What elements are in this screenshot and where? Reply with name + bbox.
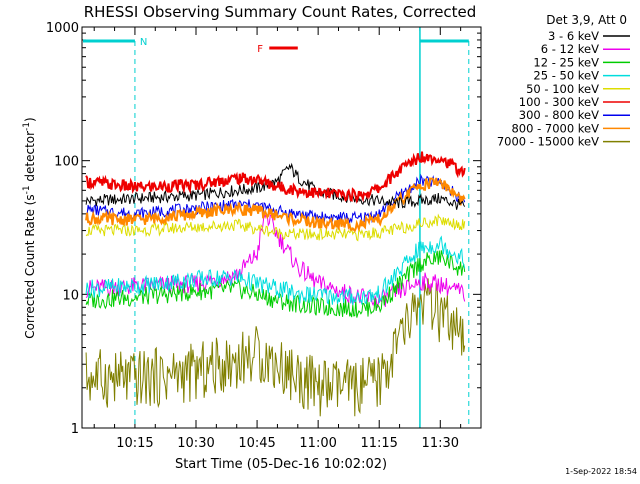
legend-label: 6 - 12 keV xyxy=(541,42,599,56)
legend-label: 100 - 300 keV xyxy=(519,95,599,109)
legend-label: 12 - 25 keV xyxy=(533,55,599,69)
legend-title: Det 3,9, Att 0 xyxy=(546,13,627,27)
y-axis-label-mid: detector xyxy=(23,131,37,186)
plot-frame xyxy=(81,26,482,429)
series-line xyxy=(85,177,466,233)
series-line xyxy=(85,151,466,204)
legend-label: 7000 - 15000 keV xyxy=(497,135,599,149)
night-annotation: N xyxy=(140,37,147,48)
x-tick-label: 10:45 xyxy=(238,436,275,451)
series-line xyxy=(85,213,466,242)
legend-label: 3 - 6 keV xyxy=(548,29,599,43)
y-axis-label-pre: Corrected Count Rate (s xyxy=(23,194,37,338)
x-axis-label: Start Time (05-Dec-16 10:02:02) xyxy=(175,457,387,472)
plot-area: 1 10 100 1000 10:15 10:30 10:45 11:00 11:15 11:30… xyxy=(46,21,482,451)
x-tick-label: 10:15 xyxy=(116,436,153,451)
series-line xyxy=(85,162,466,210)
legend-label: 300 - 800 keV xyxy=(519,108,599,122)
x-tick-label: 11:30 xyxy=(422,436,459,451)
series-line xyxy=(85,235,466,306)
flare-annotation: F xyxy=(257,44,263,55)
x-tick-label: 11:00 xyxy=(299,436,336,451)
series-line xyxy=(85,278,466,417)
x-tick-label: 11:15 xyxy=(360,436,397,451)
y-axis-label: Corrected Count Rate (s-1 detector-1) xyxy=(22,117,37,338)
y-tick-label: 100 xyxy=(54,155,79,170)
y-tick-label: 1 xyxy=(71,422,79,437)
y-tick-label: 1000 xyxy=(46,21,79,36)
y-axis-label-sup1: -1 xyxy=(22,185,32,194)
legend-label: 800 - 7000 keV xyxy=(511,121,599,135)
legend-label: 25 - 50 keV xyxy=(533,69,599,83)
x-tick-label: 10:30 xyxy=(177,436,214,451)
y-axis-label-post: ) xyxy=(23,117,37,122)
y-axis-label-sup2: -1 xyxy=(22,122,32,131)
timestamp: 1-Sep-2022 18:54 xyxy=(565,467,637,476)
chart-title: RHESSI Observing Summary Count Rates, Co… xyxy=(84,3,477,21)
legend-label: 50 - 100 keV xyxy=(526,82,599,96)
y-tick-label: 10 xyxy=(62,288,79,303)
